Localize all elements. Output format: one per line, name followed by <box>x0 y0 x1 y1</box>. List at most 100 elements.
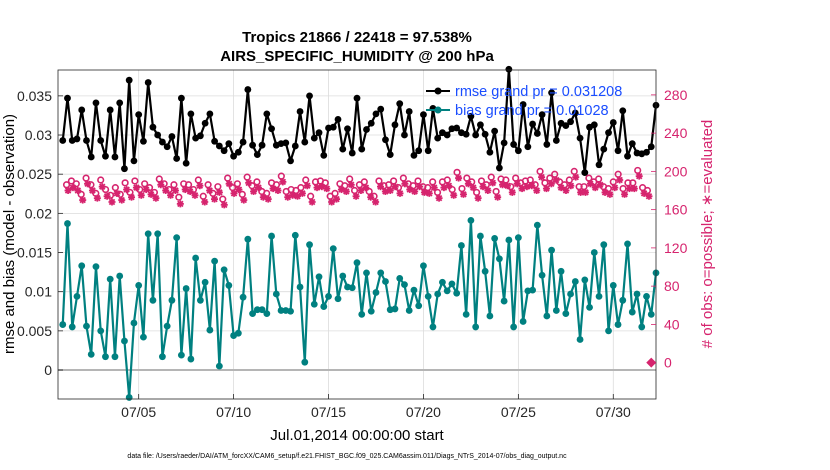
data-series <box>59 65 660 401</box>
bias-point <box>481 267 489 275</box>
evaluated-count-stroke <box>69 184 77 191</box>
evaluated-count-marker <box>450 191 458 199</box>
evaluated-count-stroke <box>626 185 633 192</box>
rmse-point <box>282 139 290 147</box>
bias-point <box>367 307 375 315</box>
evaluated-count-marker <box>118 196 126 204</box>
evaluated-count-stroke <box>465 180 472 188</box>
possible-count-marker <box>331 189 339 197</box>
evaluated-count-stroke <box>489 179 497 187</box>
x-tick-label: 07/20 <box>406 404 441 420</box>
bias-point <box>377 269 385 277</box>
evaluated-count-marker <box>376 183 384 191</box>
evaluated-count-marker <box>611 184 619 192</box>
rmse-point <box>92 99 100 107</box>
evaluated-count-marker <box>484 187 492 195</box>
evaluated-count-marker <box>93 194 101 202</box>
evaluated-count-stroke <box>235 186 243 193</box>
rmse-point <box>443 131 451 139</box>
bias-point <box>562 310 570 318</box>
legend-rmse-label: rmse grand pr = 0.031208 <box>455 84 622 100</box>
evaluated-count-stroke <box>416 183 423 190</box>
rmse-point <box>600 145 608 153</box>
rmse-point <box>234 148 242 156</box>
possible-count-marker <box>409 182 417 190</box>
evaluated-count-marker <box>186 187 194 195</box>
rmse-point <box>159 138 166 146</box>
rmse-point <box>424 147 432 155</box>
possible-count-marker <box>570 167 578 175</box>
possible-count-marker <box>385 181 393 189</box>
evaluated-count-stroke <box>191 192 199 199</box>
evaluated-count-stroke <box>616 176 623 184</box>
bias-point <box>453 289 461 297</box>
bias-point <box>519 318 527 325</box>
evaluated-count-marker <box>347 181 355 189</box>
evaluated-count-stroke <box>430 184 438 191</box>
bias-point <box>605 327 612 335</box>
rmse-point <box>576 134 584 142</box>
evaluated-count-marker <box>528 182 536 190</box>
bias-point <box>643 292 650 300</box>
evaluated-count-marker <box>411 187 419 195</box>
evaluated-count-marker <box>372 198 380 206</box>
evaluated-count-stroke <box>98 183 106 190</box>
possible-count-marker <box>72 180 80 188</box>
evaluated-count-marker <box>142 186 150 194</box>
possible-count-marker <box>551 170 559 178</box>
possible-count-marker <box>170 181 178 189</box>
bias-point <box>486 312 494 320</box>
evaluated-count-marker <box>328 198 336 206</box>
evaluated-count-stroke <box>460 191 467 198</box>
evaluated-count-stroke <box>225 180 233 188</box>
bias-point <box>121 337 128 345</box>
evaluated-count-stroke <box>181 186 189 193</box>
rmse-point <box>306 92 313 100</box>
possible-count-marker <box>263 189 271 197</box>
evaluated-count-marker <box>479 183 487 191</box>
bias-point <box>68 323 76 331</box>
possible-count-marker <box>184 181 193 189</box>
possible-count-marker <box>609 178 617 186</box>
rmse-point <box>230 152 238 160</box>
right-y-tick-label: 160 <box>664 202 688 218</box>
possible-count-marker <box>111 184 119 192</box>
evaluated-count-marker <box>582 188 590 196</box>
rmse-point <box>173 155 181 162</box>
bias-point <box>448 280 456 288</box>
bias-point <box>83 322 90 330</box>
bias-point <box>144 230 152 238</box>
bias-point <box>102 353 109 361</box>
rmse-point <box>301 138 309 146</box>
evaluated-count-stroke <box>177 200 184 208</box>
evaluated-count-marker <box>157 181 165 189</box>
rmse-point <box>215 142 223 150</box>
bias-point <box>557 267 565 275</box>
bias-point <box>462 311 470 318</box>
evaluated-count-stroke <box>196 182 204 189</box>
evaluated-count-stroke <box>328 198 335 206</box>
rmse-point <box>196 132 204 140</box>
bias-point <box>111 353 119 361</box>
rmse-point <box>495 164 503 172</box>
evaluated-count-marker <box>235 186 243 194</box>
rmse-point <box>647 143 655 151</box>
evaluated-count-stroke <box>557 184 565 191</box>
rmse-point <box>111 153 119 161</box>
evaluated-count-marker <box>567 182 575 190</box>
rmse-point <box>571 109 579 117</box>
evaluated-count-stroke <box>621 191 628 198</box>
evaluated-count-stroke <box>572 173 579 181</box>
rmse-point <box>363 126 370 133</box>
rmse-point <box>344 125 351 133</box>
bias-point <box>291 231 299 239</box>
bias-point <box>624 240 631 248</box>
possible-count-marker <box>360 178 368 186</box>
bias-point <box>391 305 399 313</box>
evaluated-count-stroke <box>167 192 174 199</box>
bias-point <box>253 306 261 314</box>
bias-point <box>348 284 356 292</box>
possible-count-marker <box>272 181 281 189</box>
evaluated-count-stroke <box>64 187 72 194</box>
right-y-tick-label: 80 <box>664 278 680 294</box>
